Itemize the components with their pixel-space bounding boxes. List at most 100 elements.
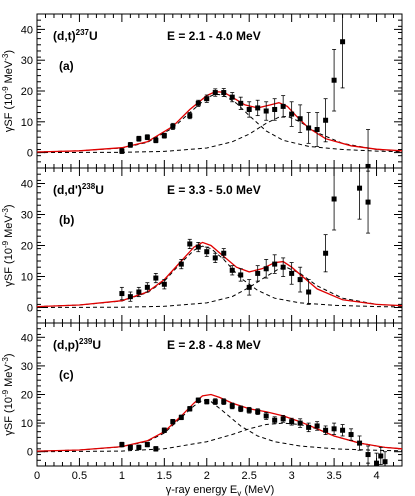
data-point: [297, 116, 303, 122]
data-point: [246, 284, 252, 290]
data-point: [331, 426, 337, 432]
data-point: [297, 277, 303, 283]
y-axis-title: γSF (10-9 MeV-3): [1, 50, 15, 132]
data-point: [212, 90, 218, 96]
x-tick-label: 2.5: [242, 470, 257, 482]
data-point: [272, 106, 278, 112]
x-tick-label: 1.5: [157, 470, 172, 482]
data-point: [246, 407, 252, 413]
data-point: [221, 399, 227, 405]
data-point: [119, 442, 125, 448]
data-point: [289, 270, 295, 276]
plot-area: [37, 14, 402, 168]
data-point: [204, 399, 210, 405]
x-tick-label: 3.5: [326, 470, 341, 482]
data-point: [161, 427, 167, 433]
data-point: [204, 96, 210, 102]
data-point: [331, 196, 337, 202]
data-point: [289, 111, 295, 117]
data-point: [378, 453, 384, 459]
data-point: [340, 427, 346, 433]
data-point: [280, 416, 286, 422]
total-fit-curve: [37, 241, 402, 308]
data-point: [323, 117, 329, 123]
y-tick-label: 40: [21, 24, 33, 36]
data-point: [187, 406, 193, 412]
component-fit-2: [37, 267, 402, 308]
y-tick-label: 0: [27, 303, 33, 315]
data-point: [263, 266, 269, 272]
x-tick-label: 0.5: [72, 470, 87, 482]
y-tick-label: 20: [21, 390, 33, 402]
data-point: [144, 134, 150, 140]
reaction-label: (d,t)237U: [53, 28, 98, 43]
data-point: [306, 125, 312, 131]
data-point: [136, 444, 142, 450]
data-point: [161, 281, 167, 287]
component-fit-1: [37, 93, 402, 153]
data-point: [323, 250, 329, 256]
x-tick-label: 3: [289, 470, 295, 482]
data-point: [331, 77, 337, 83]
data-point: [212, 399, 218, 405]
data-point: [348, 432, 354, 438]
data-point: [238, 100, 244, 106]
data-point: [263, 413, 269, 419]
data-point: [136, 136, 142, 142]
data-point: [178, 414, 184, 420]
panel-label: (a): [59, 59, 74, 73]
energy-range-label: E = 2.8 - 4.8 MeV: [167, 338, 261, 352]
data-point: [153, 446, 159, 452]
plot-area: [37, 168, 402, 308]
x-tick-label: 0: [34, 470, 40, 482]
data-point: [374, 460, 380, 466]
data-point: [161, 133, 167, 139]
data-point: [127, 294, 133, 300]
energy-range-label: E = 2.1 - 4.0 MeV: [167, 29, 261, 43]
data-point: [187, 113, 193, 119]
data-point: [195, 244, 201, 250]
y-tick-label: 40: [21, 179, 33, 191]
data-point: [238, 272, 244, 278]
y-tick-label: 20: [21, 241, 33, 253]
x-tick-label: 4: [373, 470, 379, 482]
y-tick-label: 30: [21, 210, 33, 222]
data-point: [144, 442, 150, 448]
y-tick-label: 30: [21, 361, 33, 373]
data-point: [365, 452, 371, 458]
data-point: [382, 459, 388, 465]
y-axis-title: γSF (10-9 MeV-3): [1, 353, 15, 435]
panel-2: 0 10 20 30 40 (d,d')238U E = 3.3 - 5.0 MeV (b) γ…: [1, 167, 403, 324]
data-point: [153, 137, 159, 143]
data-point: [238, 406, 244, 412]
component-fit-2: [37, 115, 402, 154]
data-point: [306, 424, 312, 430]
x-tick-label: 1: [119, 470, 125, 482]
data-point: [255, 409, 261, 415]
data-point: [221, 90, 227, 96]
data-point: [314, 127, 320, 132]
data-point: [323, 427, 329, 433]
data-point: [229, 94, 235, 100]
data-point: [170, 419, 176, 425]
data-point: [263, 108, 269, 114]
data-point: [272, 417, 278, 423]
data-point: [297, 420, 303, 426]
data-point: [357, 185, 363, 191]
data-point: [357, 440, 363, 446]
y-tick-label: 20: [21, 86, 33, 98]
data-point: [212, 255, 218, 261]
data-point: [229, 403, 235, 409]
data-point: [306, 289, 312, 295]
data-point: [221, 250, 227, 256]
panel-3: 0 10 20 30 40 (d,p)239U E = 2.8 - 4.8 MeV (c) γS…: [1, 322, 403, 467]
data-point: [340, 39, 346, 45]
data-point: [280, 264, 286, 270]
data-point: [136, 289, 142, 295]
panel-1: 0 10 20 30 40 (d,t)237U E = 2.1 - 4.0 MeV (a) γS…: [1, 13, 403, 169]
total-fit-curve: [37, 393, 402, 452]
data-point: [255, 105, 261, 111]
y-tick-label: 0: [27, 148, 33, 160]
x-tick-label: 2: [204, 470, 210, 482]
data-point: [229, 267, 235, 273]
